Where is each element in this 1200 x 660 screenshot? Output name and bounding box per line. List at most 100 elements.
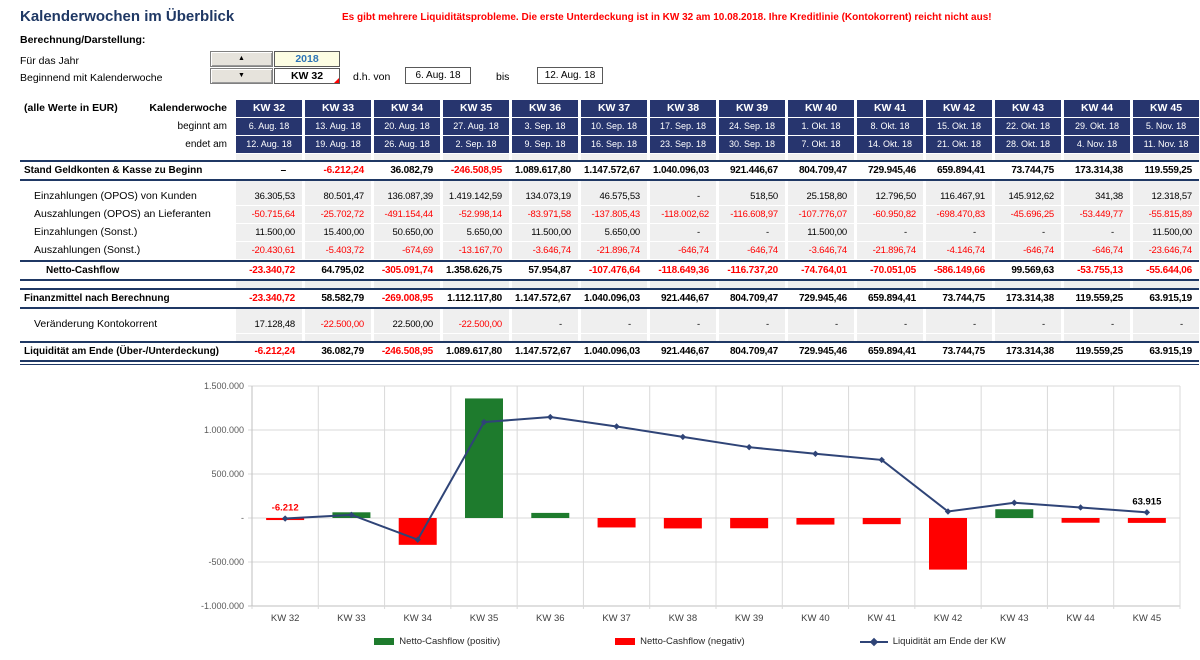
value-cell: - xyxy=(857,316,923,333)
value-cell: -646,74 xyxy=(995,242,1061,259)
value-cell: -246.508,95 xyxy=(450,165,502,176)
value-cell: 1.147.572,67 xyxy=(515,346,571,357)
value-cell: 1.147.572,67 xyxy=(515,293,571,304)
begin-date-cell: 6. Aug. 18 xyxy=(236,118,302,135)
value-cell: -55.644,06 xyxy=(1146,265,1192,276)
row-label: Stand Geldkonten & Kasse zu Beginn xyxy=(24,165,203,176)
value-cell: 5.650,00 xyxy=(581,224,647,241)
value-cell: 804.709,47 xyxy=(798,165,847,176)
value-cell: 119.559,25 xyxy=(1075,346,1124,357)
value-cell: -25.702,72 xyxy=(305,206,371,223)
value-cell: - xyxy=(857,224,923,241)
week-input[interactable]: KW 32 xyxy=(274,68,340,84)
value-cell: 1.040.096,03 xyxy=(584,293,640,304)
end-date-cell: 4. Nov. 18 xyxy=(1064,136,1130,153)
bars-group xyxy=(266,398,1166,570)
value-cell: -23.340,72 xyxy=(249,265,295,276)
begin-date-cell: 5. Nov. 18 xyxy=(1133,118,1199,135)
year-spin-up-button[interactable]: ▲ xyxy=(210,51,273,67)
value-cell: 5.650,00 xyxy=(443,224,509,241)
table-row: Finanzmittel nach Berechnung -23.340,72 58… xyxy=(20,288,1199,309)
value-cell: -116.737,20 xyxy=(727,265,778,276)
value-cell: -698.470,83 xyxy=(926,206,992,223)
legend-line-marker xyxy=(859,637,888,647)
value-cell: 46.575,53 xyxy=(581,188,647,205)
controls-section-label: Berechnung/Darstellung: xyxy=(20,34,146,46)
value-cell: - xyxy=(1133,316,1199,333)
begins-label: beginnt am xyxy=(177,121,227,132)
value-cell: – xyxy=(280,165,287,176)
end-date-cell: 9. Sep. 18 xyxy=(512,136,578,153)
end-date-cell: 21. Okt. 18 xyxy=(926,136,992,153)
begin-date-cell: 29. Okt. 18 xyxy=(1064,118,1130,135)
value-cell: -74.764,01 xyxy=(801,265,847,276)
end-date-cell: 2. Sep. 18 xyxy=(443,136,509,153)
legend-label: Liquidität am Ende der KW xyxy=(892,636,1006,647)
value-cell: -55.815,89 xyxy=(1133,206,1199,223)
value-cell: 99.569,63 xyxy=(1011,265,1054,276)
value-cell: 804.709,47 xyxy=(729,346,778,357)
value-cell: -646,74 xyxy=(650,242,716,259)
value-cell: -23.340,72 xyxy=(249,293,295,304)
week-spin-down-button[interactable]: ▼ xyxy=(210,68,273,84)
value-cell: 12.796,50 xyxy=(857,188,923,205)
svg-text:-500.000: -500.000 xyxy=(208,557,244,567)
value-cell: 80.501,47 xyxy=(305,188,371,205)
svg-text:KW 41: KW 41 xyxy=(867,613,896,624)
value-cell: 1.040.096,03 xyxy=(584,346,640,357)
value-cell: -22.500,00 xyxy=(305,316,371,333)
value-cell: -4.146,74 xyxy=(926,242,992,259)
end-date-cell: 23. Sep. 18 xyxy=(650,136,716,153)
value-cell: -674,69 xyxy=(374,242,440,259)
value-cell: 116.467,91 xyxy=(926,188,992,205)
begin-date-cell: 15. Okt. 18 xyxy=(926,118,992,135)
spacer-row xyxy=(20,334,1199,341)
value-cell: 729.945,46 xyxy=(798,346,847,357)
svg-text:KW 37: KW 37 xyxy=(602,613,631,624)
svg-text:-: - xyxy=(241,513,244,523)
value-cell: 119.559,25 xyxy=(1144,165,1193,176)
value-cell: 12.318,57 xyxy=(1133,188,1199,205)
week-input-value: KW 32 xyxy=(290,70,324,82)
value-cell: - xyxy=(926,316,992,333)
chart-legend: Netto-Cashflow (positiv) Netto-Cashflow (… xyxy=(185,636,1195,647)
value-cell: -21.896,74 xyxy=(857,242,923,259)
svg-text:63.915: 63.915 xyxy=(1132,496,1162,507)
svg-text:-6.212: -6.212 xyxy=(272,503,299,514)
year-input[interactable]: 2018 xyxy=(274,51,340,67)
year-label: Für das Jahr xyxy=(20,55,79,67)
legend-label: Netto-Cashflow (negativ) xyxy=(640,636,745,647)
value-cell: -60.950,82 xyxy=(857,206,923,223)
value-cell: 73.744,75 xyxy=(942,293,985,304)
value-cell: - xyxy=(1064,224,1130,241)
value-cell: 25.158,80 xyxy=(788,188,854,205)
value-cell: -107.476,64 xyxy=(588,265,640,276)
value-cell: - xyxy=(512,316,578,333)
unit-note: (alle Werte in EUR) xyxy=(24,102,118,114)
begin-date-cell: 8. Okt. 18 xyxy=(857,118,923,135)
value-cell: 921.446,67 xyxy=(660,346,709,357)
value-cell: 64.795,02 xyxy=(321,265,364,276)
week-header-cell: KW 39 xyxy=(719,100,785,117)
value-cell: 1.112.117,80 xyxy=(447,293,502,304)
table-row: Einzahlungen (OPOS) von Kunden 36.305,53 8… xyxy=(20,188,1199,206)
legend-label: Netto-Cashflow (positiv) xyxy=(399,636,501,647)
week-header-cell: KW 35 xyxy=(443,100,509,117)
value-cell: 11.500,00 xyxy=(512,224,578,241)
end-date-cell: 12. Aug. 18 xyxy=(236,136,302,153)
value-cell: 63.915,19 xyxy=(1149,293,1192,304)
value-cell: -53.755,13 xyxy=(1077,265,1123,276)
cashflow-chart: 1.500.000 1.000.000 500.000 - -500.000 -1.000… xyxy=(201,381,1181,624)
week-header-label: Kalenderwoche xyxy=(149,102,227,114)
row-label: Auszahlungen (Sonst.) xyxy=(34,244,141,256)
legend-swatch xyxy=(374,638,395,645)
table-row: Stand Geldkonten & Kasse zu Beginn – -6.21… xyxy=(20,160,1199,181)
row-label: Auszahlungen (OPOS) an Lieferanten xyxy=(34,208,211,220)
range-to-cell: 12. Aug. 18 xyxy=(537,67,603,84)
end-date-cell: 14. Okt. 18 xyxy=(857,136,923,153)
row-label: Finanzmittel nach Berechnung xyxy=(24,293,170,304)
value-cell: 729.945,46 xyxy=(867,165,916,176)
value-cell: 11.500,00 xyxy=(1133,224,1199,241)
value-cell: 136.087,39 xyxy=(374,188,440,205)
svg-text:KW 45: KW 45 xyxy=(1133,613,1162,624)
